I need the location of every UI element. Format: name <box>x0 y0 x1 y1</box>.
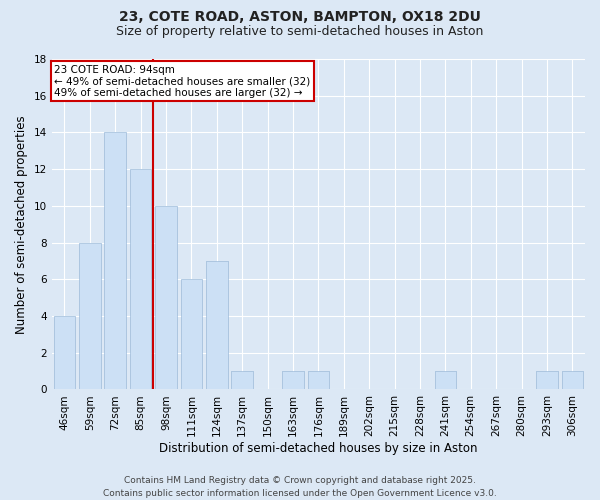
Bar <box>282 371 304 390</box>
Bar <box>434 371 456 390</box>
Bar <box>232 371 253 390</box>
Bar <box>308 371 329 390</box>
Bar <box>104 132 126 390</box>
Bar <box>130 169 151 390</box>
Bar <box>562 371 583 390</box>
Bar <box>79 242 101 390</box>
Bar <box>308 371 329 390</box>
Bar <box>206 261 227 390</box>
Bar <box>434 371 456 390</box>
Bar <box>232 371 253 390</box>
Text: 23, COTE ROAD, ASTON, BAMPTON, OX18 2DU: 23, COTE ROAD, ASTON, BAMPTON, OX18 2DU <box>119 10 481 24</box>
X-axis label: Distribution of semi-detached houses by size in Aston: Distribution of semi-detached houses by … <box>159 442 478 455</box>
Text: Size of property relative to semi-detached houses in Aston: Size of property relative to semi-detach… <box>116 25 484 38</box>
Bar <box>79 242 101 390</box>
Bar <box>181 280 202 390</box>
Text: Contains HM Land Registry data © Crown copyright and database right 2025.
Contai: Contains HM Land Registry data © Crown c… <box>103 476 497 498</box>
Bar <box>206 261 227 390</box>
Bar <box>104 132 126 390</box>
Bar <box>536 371 557 390</box>
Bar <box>536 371 557 390</box>
Bar <box>155 206 177 390</box>
Bar <box>181 280 202 390</box>
Bar <box>53 316 75 390</box>
Bar <box>53 316 75 390</box>
Bar <box>282 371 304 390</box>
Bar <box>155 206 177 390</box>
Y-axis label: Number of semi-detached properties: Number of semi-detached properties <box>15 115 28 334</box>
Bar <box>130 169 151 390</box>
Bar <box>562 371 583 390</box>
Text: 23 COTE ROAD: 94sqm
← 49% of semi-detached houses are smaller (32)
49% of semi-d: 23 COTE ROAD: 94sqm ← 49% of semi-detach… <box>54 64 310 98</box>
